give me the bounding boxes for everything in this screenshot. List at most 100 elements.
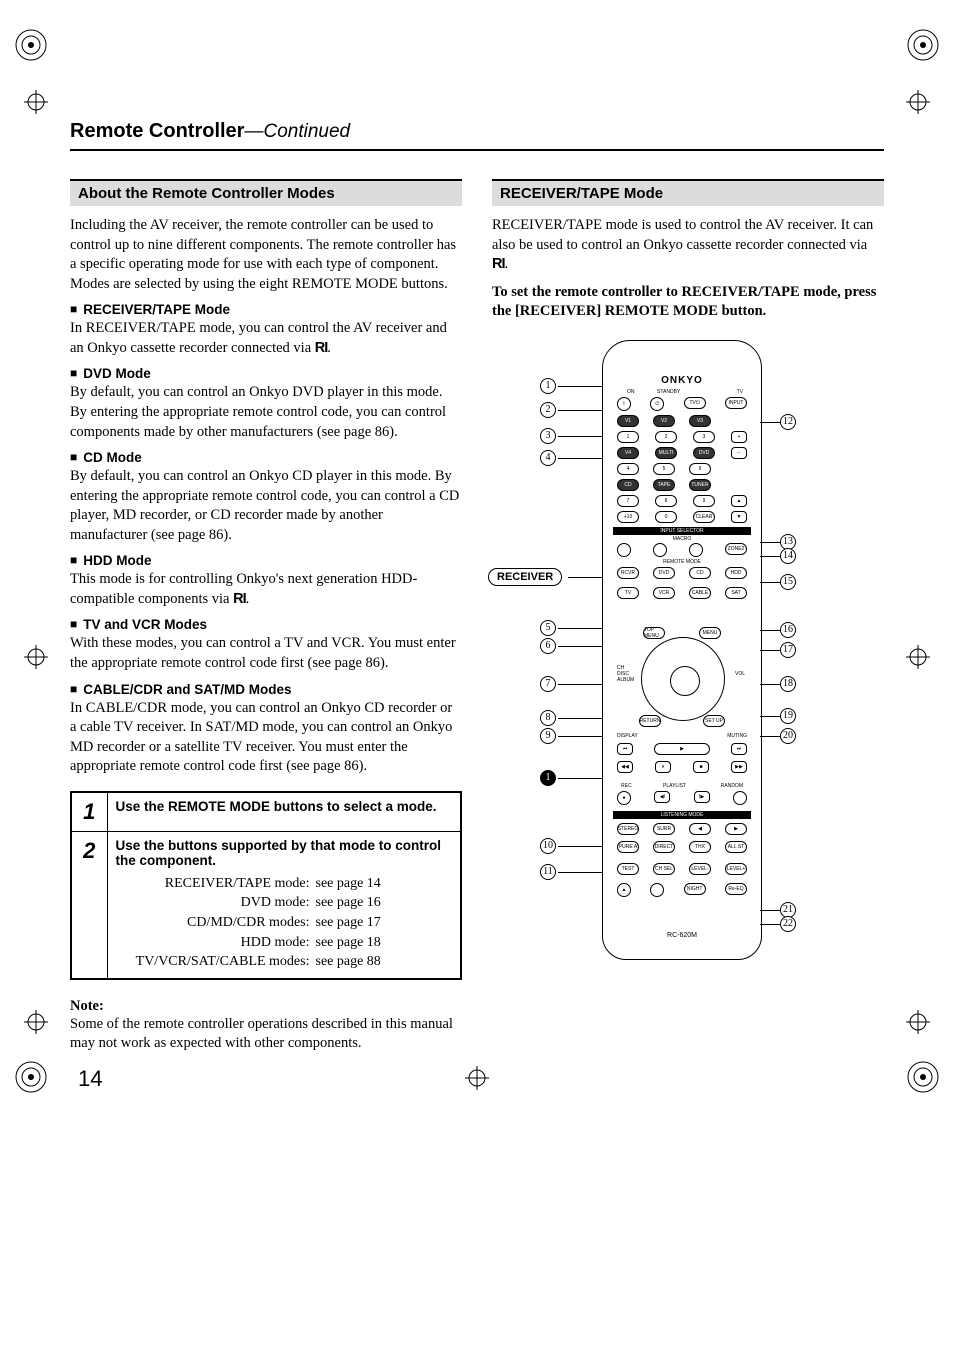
manual-page: Remote Controller—Continued About the Re… [0, 0, 954, 1122]
section-heading-modes: About the Remote Controller Modes [70, 179, 462, 206]
remote-button[interactable]: ▶ [725, 823, 747, 835]
remote-button[interactable]: SURR [653, 823, 675, 835]
remote-button[interactable]: TUNER [689, 479, 711, 491]
remote-button[interactable]: 3 [693, 431, 715, 443]
remote-button[interactable]: VCR [653, 587, 675, 599]
remote-button[interactable]: ▶▶ [731, 761, 747, 773]
callout-line [558, 778, 604, 779]
remote-button[interactable]: ◀ [689, 823, 711, 835]
remote-button[interactable]: 2 [655, 431, 677, 443]
remote-button[interactable]: LEVEL+ [725, 863, 747, 875]
nav-wheel[interactable] [641, 637, 725, 721]
mode-heading: CABLE/CDR and SAT/MD Modes [70, 682, 462, 697]
remote-button[interactable]: TV [617, 587, 639, 599]
remote-button[interactable]: LEVEL- [689, 863, 711, 875]
remote-button[interactable]: RCVR [617, 567, 639, 579]
remote-button[interactable]: V3 [689, 415, 711, 427]
remote-button[interactable]: TOP MENU [643, 627, 665, 639]
remote-button[interactable]: − [731, 447, 747, 459]
callout-line [760, 422, 780, 423]
remote-button[interactable]: CABLE [689, 587, 711, 599]
callout-line [558, 386, 604, 387]
remote-button[interactable]: TAPE [653, 479, 675, 491]
remote-button[interactable]: 9 [693, 495, 715, 507]
mode-heading: RECEIVER/TAPE Mode [70, 302, 462, 317]
remote-button[interactable]: DIRECT [653, 841, 675, 853]
remote-button[interactable]: ◀◀ [617, 761, 633, 773]
remote-button[interactable]: I▶ [694, 791, 710, 803]
remote-button[interactable]: V4 [617, 447, 639, 459]
callout: 5 [540, 620, 556, 636]
ref-row: HDD mode:see page 18 [116, 933, 453, 953]
remote-button[interactable]: CLEAR [693, 511, 715, 523]
label-remote-mode: REMOTE MODE [603, 559, 761, 565]
remote-outline: ONKYO ON STANDBY TV I⏻TV⏻INPUT V1V2V3 12… [602, 340, 762, 960]
remote-button[interactable]: HDD [725, 567, 747, 579]
remote-button[interactable] [617, 543, 631, 557]
remote-button[interactable]: 1 [617, 431, 639, 443]
step-cell: Use the buttons supported by that mode t… [107, 831, 461, 978]
remote-button[interactable]: PURE A [617, 841, 639, 853]
remote-button[interactable]: ⏭ [731, 743, 747, 755]
remote-button[interactable]: ⏮ [617, 743, 633, 755]
callout-line [558, 736, 604, 737]
remote-button[interactable]: ▲ [617, 883, 631, 897]
remote-button[interactable]: + [731, 431, 747, 443]
ref-page: see page 18 [316, 933, 381, 953]
step-row: 2 Use the buttons supported by that mode… [71, 831, 461, 978]
remote-button[interactable]: THX [689, 841, 711, 853]
remote-button[interactable]: RETURN [639, 715, 661, 727]
remote-button[interactable]: ▼ [731, 511, 747, 523]
callout-number: 11 [540, 864, 556, 880]
remote-button[interactable] [733, 791, 747, 805]
remote-button[interactable] [653, 543, 667, 557]
remote-button[interactable]: ALL ST [725, 841, 747, 853]
remote-button[interactable]: TV⏻ [684, 397, 706, 409]
remote-button[interactable]: 4 [617, 463, 639, 475]
remote-button[interactable]: ZONE2 [725, 543, 747, 555]
remote-button[interactable]: SET UP [703, 715, 725, 727]
remote-button[interactable]: TEST [617, 863, 639, 875]
callout-line [558, 872, 604, 873]
remote-button[interactable]: 0 [655, 511, 677, 523]
remote-button[interactable]: V1 [617, 415, 639, 427]
remote-button[interactable]: ● [617, 791, 631, 805]
remote-button[interactable]: 5 [653, 463, 675, 475]
remote-button[interactable]: DVD [693, 447, 715, 459]
remote-button[interactable]: ■ [693, 761, 709, 773]
callout: 1 [540, 378, 556, 394]
remote-diagram: 12345678911011 RECEIVER ONKYO ON STANDBY… [492, 340, 884, 980]
mode-body: In CABLE/CDR mode, you can control an On… [70, 699, 462, 777]
remote-button[interactable]: 7 [617, 495, 639, 507]
remote-button[interactable]: CD [689, 567, 711, 579]
callout: 2 [540, 402, 556, 418]
remote-button[interactable]: ▲ [731, 495, 747, 507]
remote-button[interactable]: 6 [689, 463, 711, 475]
callout-line [760, 542, 780, 543]
remote-button[interactable]: ⏸ [655, 761, 671, 773]
ref-row: DVD mode:see page 16 [116, 893, 453, 913]
remote-button[interactable]: MULTI [655, 447, 677, 459]
remote-button[interactable]: ▶ [654, 743, 710, 755]
remote-button[interactable] [650, 883, 664, 897]
remote-button[interactable]: Re-EQ [725, 883, 747, 895]
remote-button[interactable]: 8 [655, 495, 677, 507]
callout: 1 [540, 770, 556, 786]
remote-button[interactable]: CD [617, 479, 639, 491]
remote-button[interactable]: +10 [617, 511, 639, 523]
remote-button[interactable]: MENU [699, 627, 721, 639]
remote-button[interactable]: CH SEL [653, 863, 675, 875]
remote-button[interactable]: STEREO [617, 823, 639, 835]
callout-number: 2 [540, 402, 556, 418]
remote-button[interactable]: V2 [653, 415, 675, 427]
remote-button[interactable]: ⏻ [650, 397, 664, 411]
remote-button[interactable]: INPUT [725, 397, 747, 409]
ref-row: CD/MD/CDR modes:see page 17 [116, 913, 453, 933]
remote-button[interactable] [689, 543, 703, 557]
callout: 3 [540, 428, 556, 444]
remote-button[interactable]: NIGHT [684, 883, 706, 895]
remote-button[interactable]: ◀I [654, 791, 670, 803]
remote-button[interactable]: SAT [725, 587, 747, 599]
remote-button[interactable]: I [617, 397, 631, 411]
remote-button[interactable]: DVD [653, 567, 675, 579]
